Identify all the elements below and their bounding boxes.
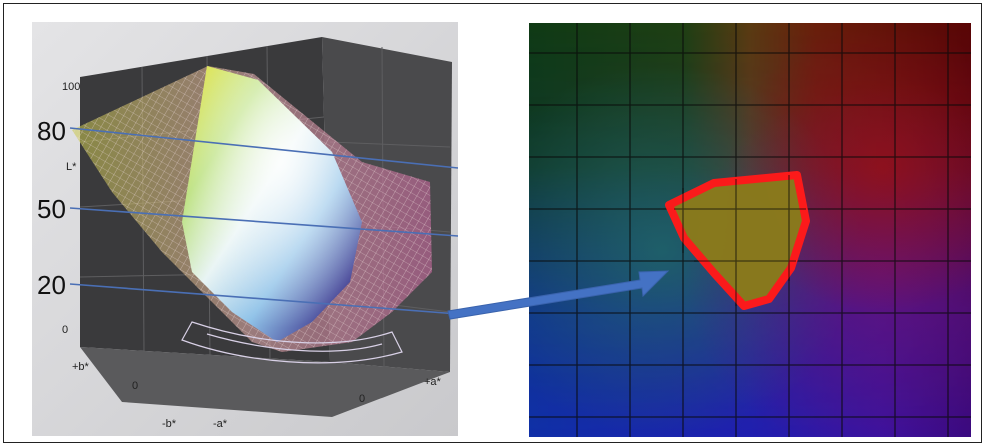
level-label-20: 20	[37, 270, 66, 300]
axis-label-plus-b: +b*	[72, 361, 89, 373]
axis-label-plus-a: +a*	[424, 376, 441, 388]
ab-slice-panel	[529, 23, 971, 437]
tick-label-a-zero: 0	[359, 393, 366, 405]
axis-label-minus-a: -a*	[213, 418, 228, 430]
level-label-80: 80	[37, 116, 66, 146]
gamut-3d-plot-graphic	[32, 22, 458, 436]
level-label-50: 50	[37, 194, 66, 224]
tick-label-100: 100	[62, 81, 81, 93]
tick-label-0: 0	[62, 324, 69, 336]
axis-label-minus-b: -b*	[162, 418, 177, 430]
gamut-slice-shape	[665, 171, 810, 310]
tick-label-b-zero: 0	[132, 380, 139, 392]
ab-slice-graphic	[529, 23, 971, 437]
gamut-3d-plot-photo: 100 L* 0 +b* 0 -b* -a* 0 +a*	[32, 22, 458, 436]
axis-label-l-star: L*	[66, 161, 77, 173]
